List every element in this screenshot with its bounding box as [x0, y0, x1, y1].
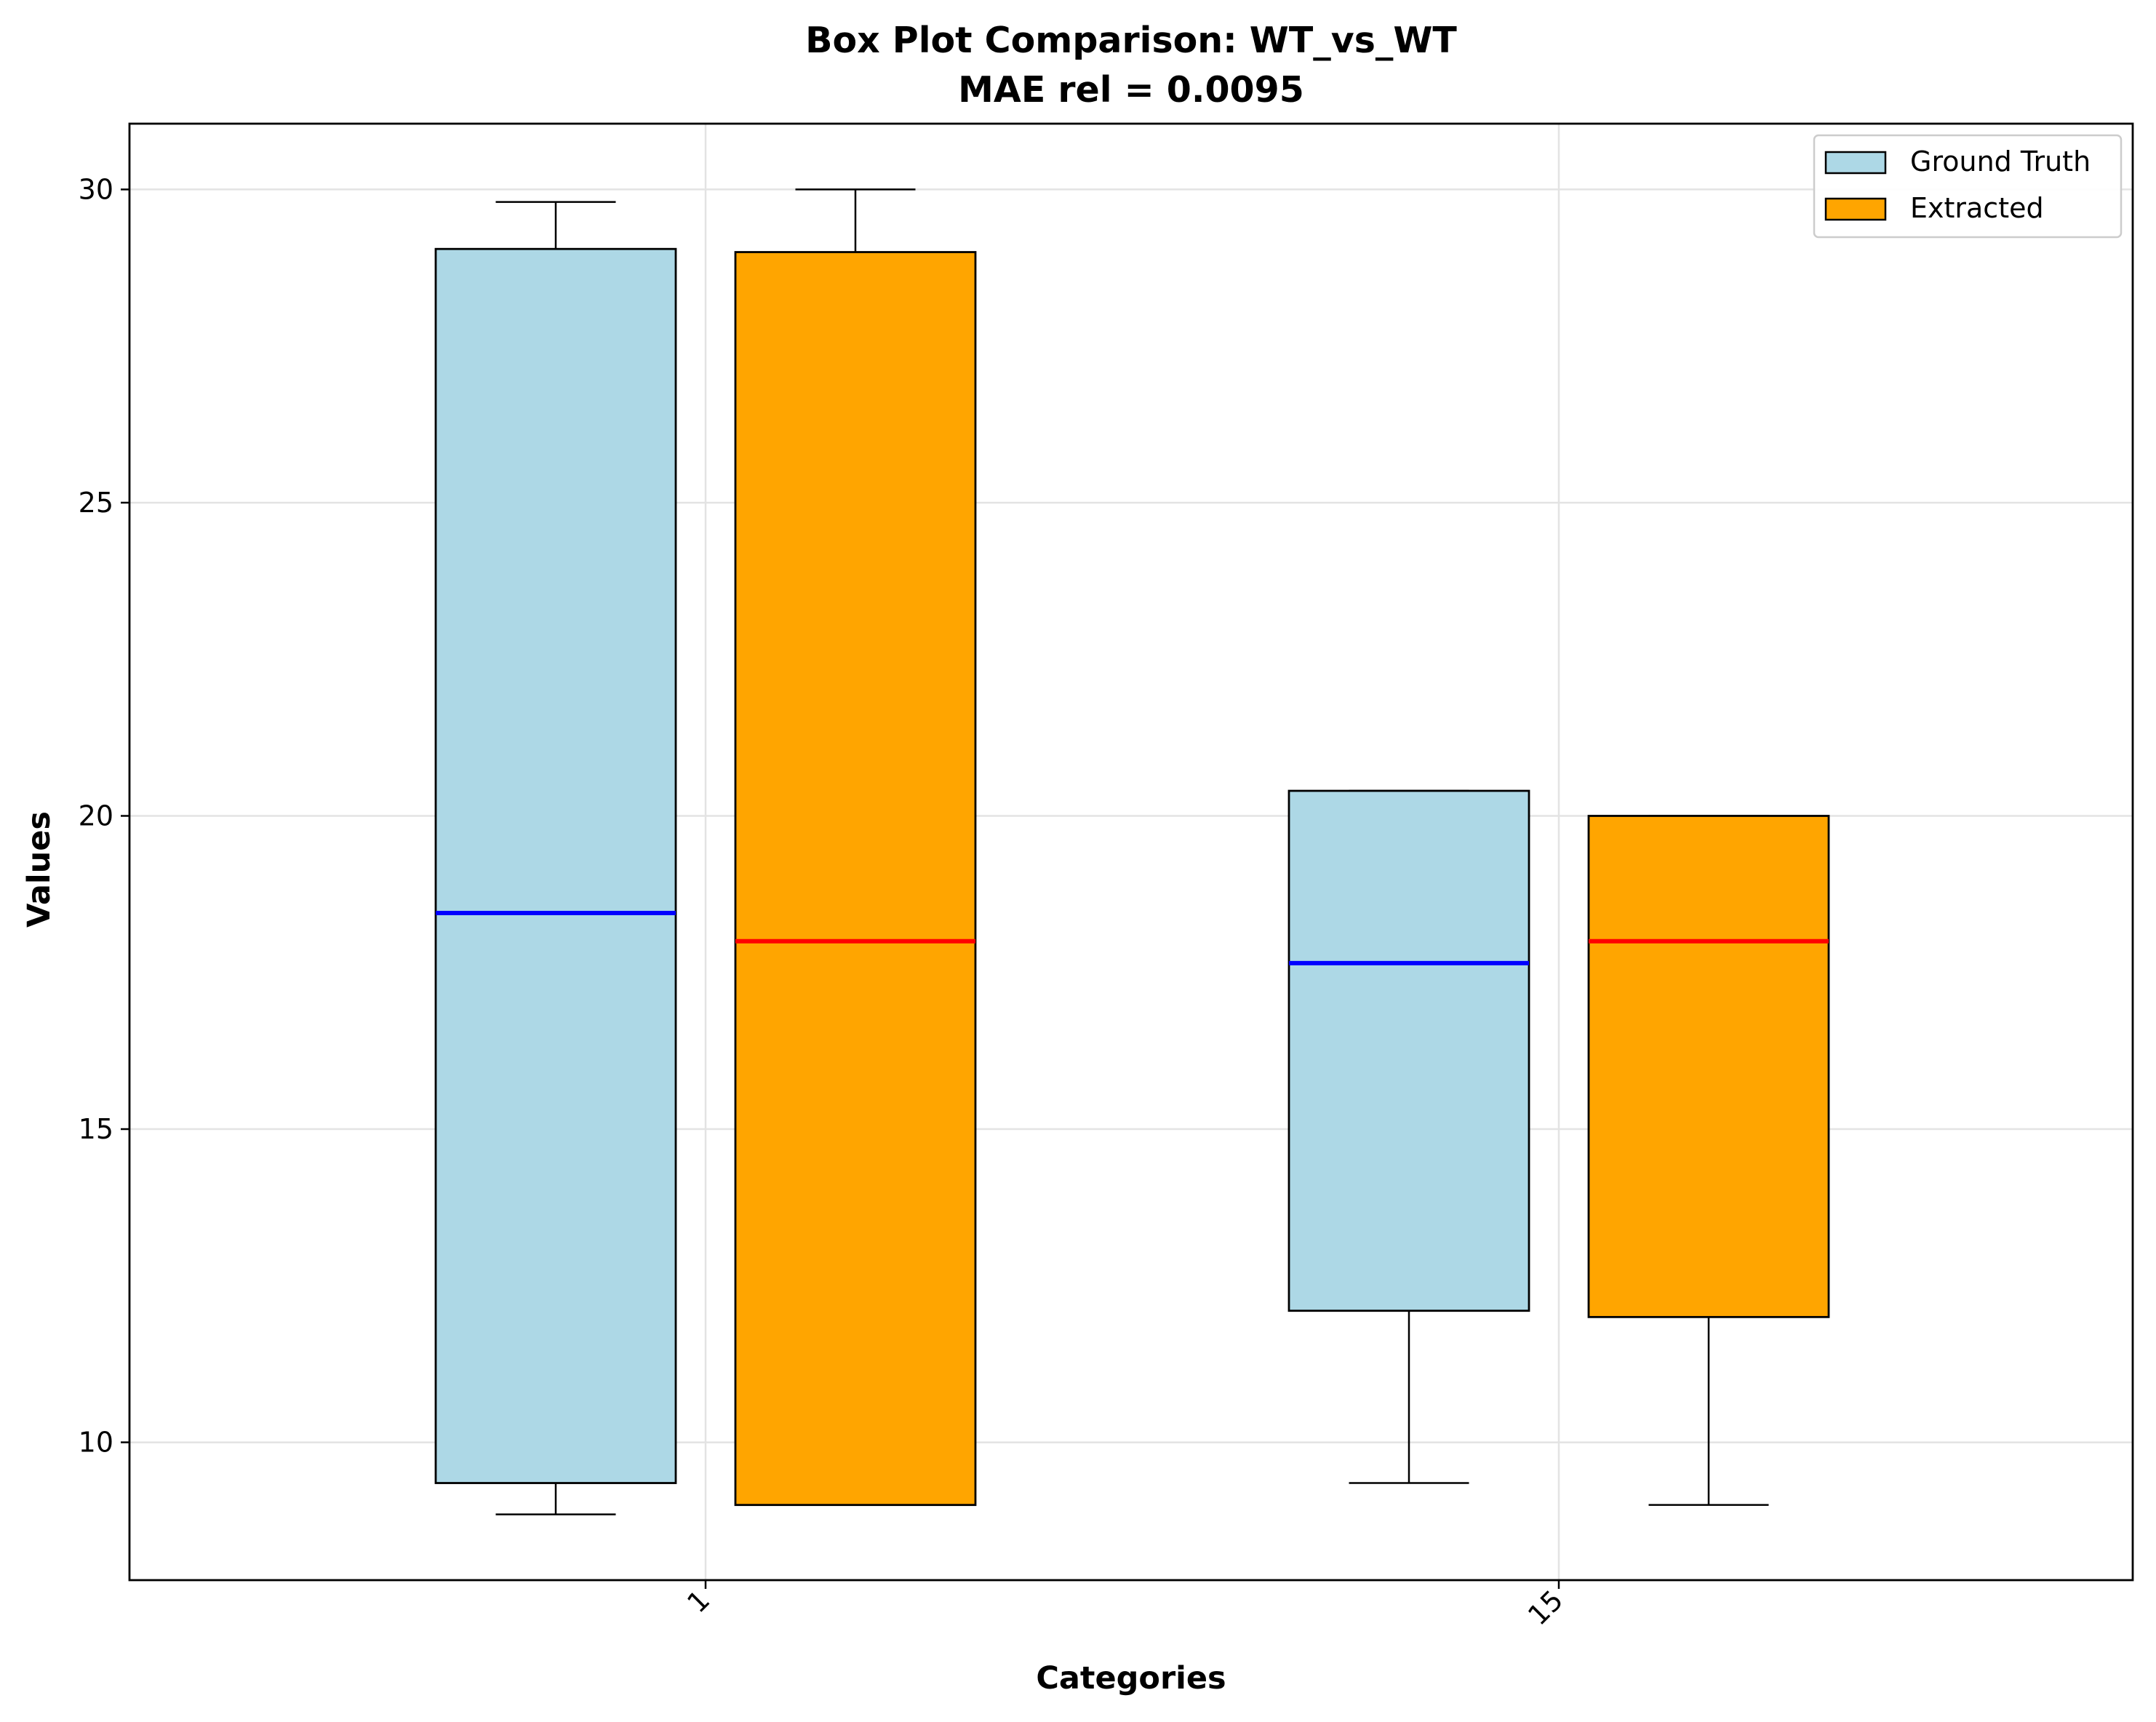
- x-axis-label: Categories: [1036, 1660, 1226, 1697]
- chart-subtitle: MAE rel = 0.0095: [958, 69, 1304, 111]
- box-body: [434, 247, 677, 1484]
- legend: Ground Truth Extracted: [1813, 134, 2123, 239]
- box-ground-truth-1: [434, 201, 677, 1515]
- plot-frame: [128, 122, 2134, 1582]
- legend-swatch: [1824, 197, 1887, 221]
- grid-lines: [129, 124, 2133, 1580]
- legend-label: Ground Truth: [1910, 146, 2091, 178]
- box-extracted-1: [734, 188, 977, 1507]
- box-body: [734, 251, 977, 1507]
- box-body: [1587, 815, 1830, 1318]
- plot-area: [129, 124, 2133, 1580]
- legend-frame: [1813, 134, 2123, 239]
- box-extracted-15: [1587, 815, 1830, 1506]
- box-ground-truth-15: [1287, 789, 1530, 1484]
- legend-label: Extracted: [1910, 192, 2044, 224]
- y-tick-label: 15: [79, 1113, 113, 1145]
- box-body: [1287, 789, 1530, 1312]
- chart-title: Box Plot Comparison: WT_vs_WT: [805, 20, 1457, 61]
- y-tick-label: 25: [79, 487, 113, 519]
- y-tick-label: 20: [79, 800, 113, 832]
- legend-swatch: [1824, 151, 1887, 175]
- boxes: [434, 188, 1830, 1515]
- y-tick-label: 30: [79, 173, 113, 205]
- y-tick-label: 10: [79, 1427, 113, 1459]
- y-axis-label: Values: [21, 811, 57, 928]
